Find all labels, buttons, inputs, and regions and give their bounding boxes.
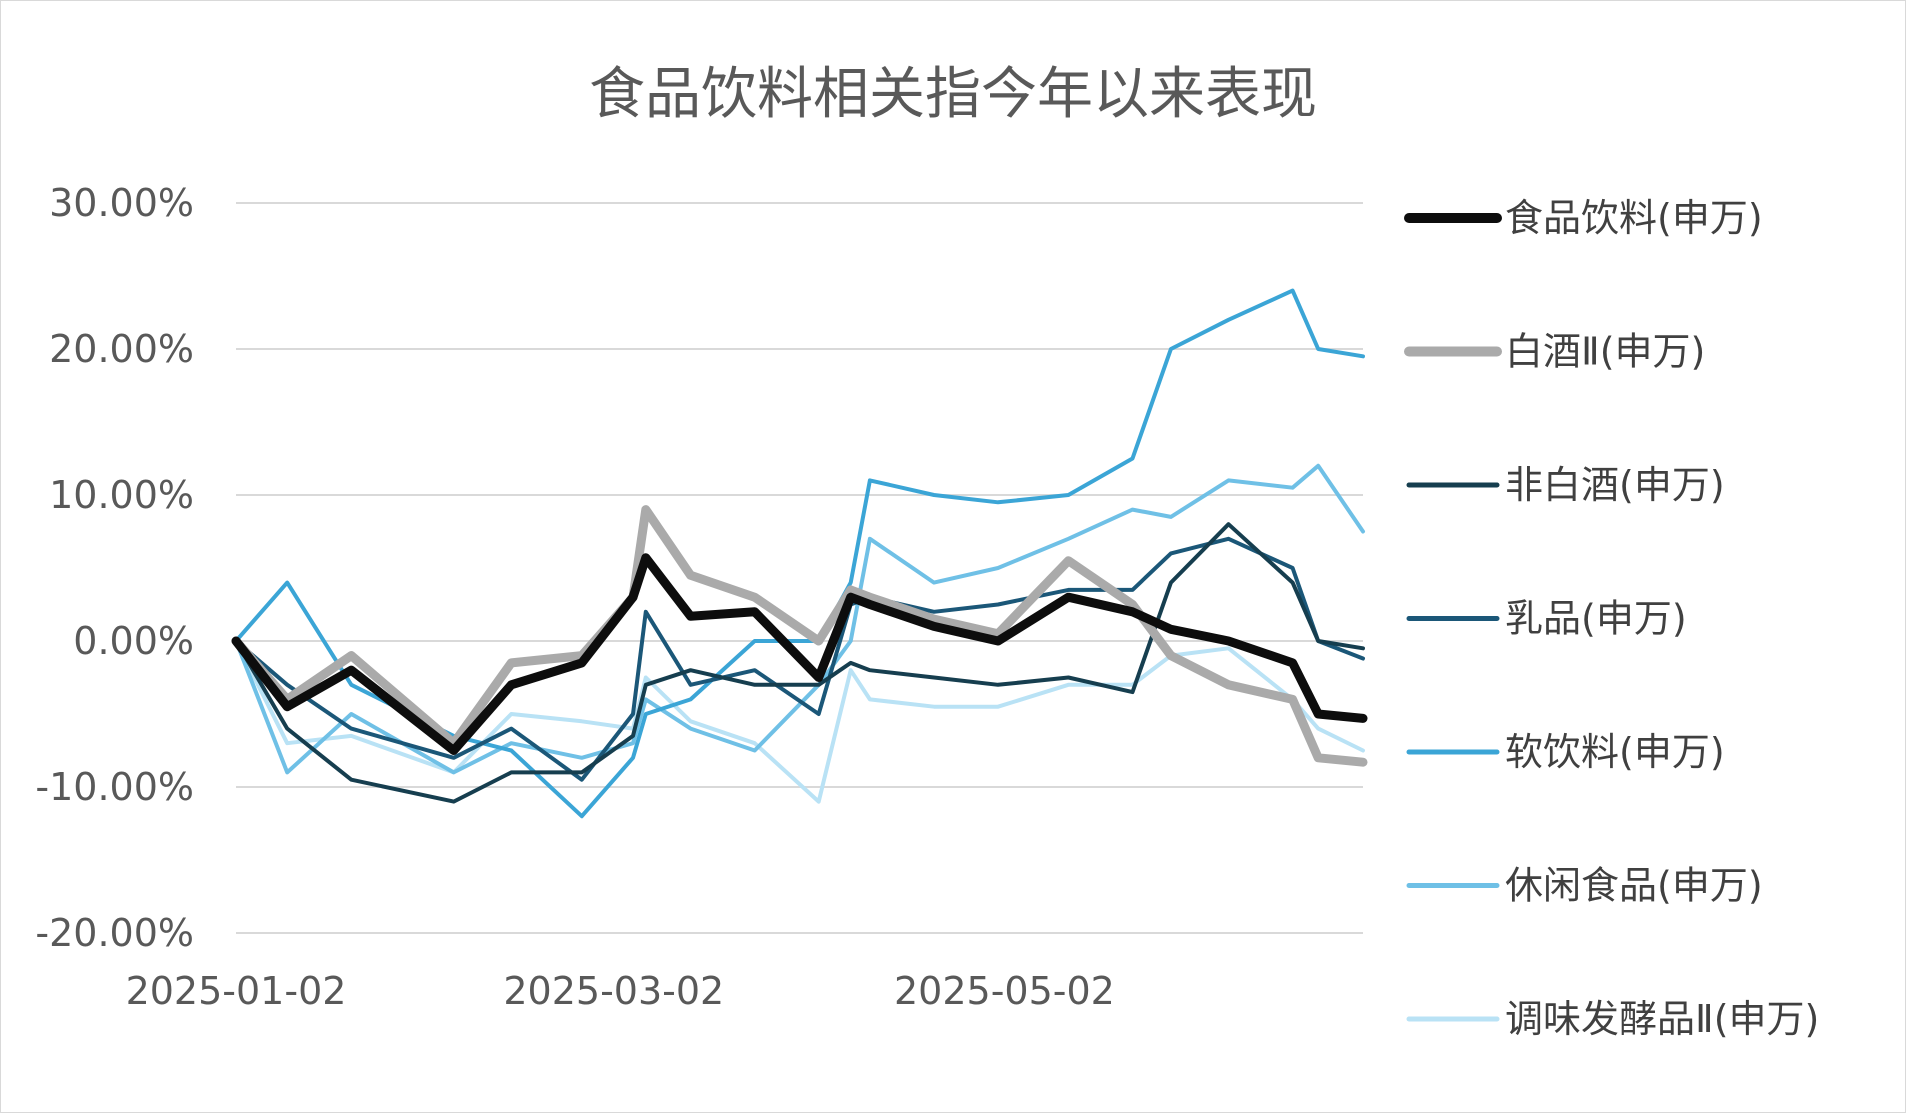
legend-label: 调味发酵品Ⅱ(申万) [1505, 997, 1819, 1041]
legend-item-3: 非白酒(申万) [1406, 463, 1725, 507]
y-tick-label: 30.00% [49, 181, 194, 225]
legend-item-2: 白酒Ⅱ(申万) [1404, 330, 1705, 374]
x-tick-label: 2025-05-02 [894, 969, 1115, 1013]
y-tick-label: 20.00% [49, 327, 194, 371]
x-tick-label: 2025-03-02 [503, 969, 724, 1013]
series-line-4 [234, 536, 1365, 782]
series-line-3 [234, 522, 1365, 804]
legend-label: 非白酒(申万) [1505, 463, 1725, 507]
series-layer [231, 288, 1368, 819]
legend-label: 白酒Ⅱ(申万) [1505, 330, 1705, 374]
y-axis: 30.00% 20.00% 10.00% 0.00% -10.00% -20.00% [35, 181, 194, 955]
legend-label: 软饮料(申万) [1505, 730, 1725, 774]
x-axis: 2025-01-02 2025-03-02 2025-05-02 [126, 969, 1115, 1013]
legend: 食品饮料(申万) 白酒Ⅱ(申万) 非白酒(申万) 乳品(申万) 软饮料(申万) 休闲食品(… [1404, 196, 1819, 1041]
chart-title: 食品饮料相关指今年以来表现 [589, 62, 1317, 127]
series-line-5 [234, 288, 1365, 819]
y-tick-label: 10.00% [49, 473, 194, 517]
legend-item-6: 休闲食品(申万) [1406, 864, 1763, 908]
series-line-1 [231, 553, 1368, 755]
grid-layer [236, 202, 1363, 934]
series-line-2 [231, 505, 1368, 767]
y-tick-label: -10.00% [35, 765, 194, 809]
legend-label: 休闲食品(申万) [1505, 864, 1763, 908]
legend-item-7: 调味发酵品Ⅱ(申万) [1406, 997, 1819, 1041]
legend-item-1: 食品饮料(申万) [1404, 196, 1763, 240]
legend-label: 乳品(申万) [1505, 597, 1687, 641]
legend-item-4: 乳品(申万) [1406, 597, 1687, 641]
series-line-6 [234, 463, 1365, 775]
legend-item-5: 软饮料(申万) [1406, 730, 1725, 774]
legend-label: 食品饮料(申万) [1505, 196, 1763, 240]
y-tick-label: -20.00% [35, 911, 194, 955]
x-tick-label: 2025-01-02 [126, 969, 347, 1013]
y-tick-label: 0.00% [73, 619, 194, 663]
